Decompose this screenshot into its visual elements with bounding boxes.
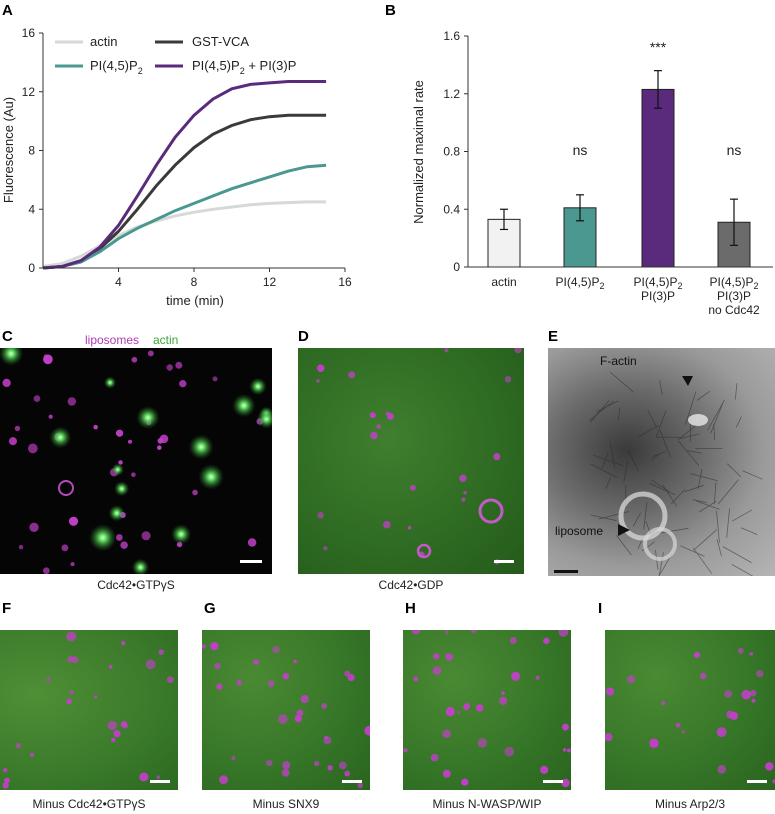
legend-actin-label: actin: [90, 34, 117, 49]
panel-label-h: H: [405, 600, 416, 617]
scale-bar-g: [342, 780, 362, 783]
caption-c: Cdc42•GTPγS: [97, 578, 175, 592]
b-ytick-label: 0.8: [443, 145, 460, 159]
b-cat-pi45: PI(4,5)P2: [555, 275, 604, 291]
a-ytick-label: 0: [28, 261, 35, 275]
caption-h: Minus N-WASP/WIP: [432, 797, 542, 811]
panel-label-e: E: [548, 328, 559, 345]
b-sig-nocdc42: ns: [727, 142, 742, 158]
c-legend-actin: actin: [153, 333, 179, 347]
a-ylabel: Fluorescence (Au): [1, 97, 16, 203]
legend-pi45-label: PI(4,5)P2: [90, 58, 143, 76]
line-gstvca: [42, 113, 327, 270]
a-xtick-label: 4: [115, 275, 122, 289]
b-ytick-label: 1.6: [443, 29, 460, 43]
factin-arrow-icon: [682, 376, 693, 386]
caption-d: Cdc42•GDP: [378, 578, 444, 592]
line-pi45pi3: [42, 80, 327, 270]
micrograph-d: [298, 348, 524, 574]
chart-a: 0 4 8 12 16 4 8 12 16 time (min) Fluorescence (…: [1, 26, 352, 308]
b-cat-pi45pi3-line1: PI(4,5)P2: [633, 275, 682, 291]
legend-pi45pi3-label: PI(4,5)P2 + PI(3)P: [192, 58, 296, 76]
b-ytick-label: 1.2: [443, 87, 460, 101]
a-ytick-label: 16: [22, 26, 36, 40]
a-ytick-label: 8: [28, 144, 35, 158]
a-xtick-label: 12: [263, 275, 277, 289]
a-xtick-label: 8: [191, 275, 198, 289]
e-label-liposome: liposome: [555, 524, 604, 538]
scale-bar-h: [543, 780, 563, 783]
panel-label-f: F: [2, 600, 12, 617]
micrograph-i-content: [605, 647, 775, 784]
bar: [641, 88, 675, 268]
b-ytick-label: 0.4: [443, 202, 460, 216]
scale-bar-c: [240, 560, 262, 563]
panel-label-g: G: [204, 600, 216, 617]
e-label-factin: F-actin: [600, 354, 637, 368]
micrograph-h-content: [403, 630, 571, 788]
caption-i: Minus Arp2/3: [654, 797, 726, 811]
micrograph-c-content: [0, 348, 272, 574]
a-xtick-label: 16: [338, 275, 352, 289]
micrograph-g: [202, 630, 370, 790]
b-ytick-label: 0: [453, 260, 460, 274]
em-image-e: [548, 348, 775, 576]
caption-f: Minus Cdc42•GTPγS: [32, 797, 146, 811]
b-cat-nocdc42-line1: PI(4,5)P2: [709, 275, 758, 291]
b-sig-pi45: ns: [573, 142, 588, 158]
panel-label-b: B: [385, 2, 396, 19]
panel-label-c: C: [2, 328, 13, 345]
scale-bar-d: [494, 560, 514, 563]
a-xlabel: time (min): [166, 293, 224, 308]
scale-bar-f: [150, 780, 170, 783]
scale-bar-i: [747, 780, 767, 783]
micrograph-g-content: [202, 642, 370, 789]
b-cat-nocdc42-line3: no Cdc42: [708, 303, 760, 317]
b-cat-actin: actin: [491, 275, 516, 289]
b-sig-pi45pi3: ***: [650, 39, 667, 55]
line-actin: [42, 200, 327, 268]
micrograph-f: [0, 630, 178, 790]
b-ylabel: Normalized maximal rate: [411, 80, 426, 224]
line-pi45: [42, 163, 327, 270]
liposome-arrow-icon: [618, 524, 630, 536]
scale-bar-e: [554, 570, 578, 573]
b-cat-pi45pi3-line2: PI(3)P: [641, 289, 675, 303]
micrograph-d-content: [316, 348, 522, 565]
panel-label-i: I: [598, 600, 603, 617]
a-ytick-label: 12: [22, 85, 36, 99]
b-cat-nocdc42-line2: PI(3)P: [717, 289, 751, 303]
micrograph-i: [605, 630, 775, 790]
micrograph-f-content: [2, 631, 174, 789]
panel-label-d: D: [298, 328, 309, 345]
caption-g: Minus SNX9: [252, 797, 320, 811]
micrograph-c: [0, 348, 272, 574]
micrograph-h: [403, 630, 571, 790]
legend-gstvca-label: GST-VCA: [192, 34, 249, 49]
panel-label-a: A: [2, 2, 13, 19]
chart-b: 0 0.4 0.8 1.2 1.6 Normalized maximal rate ac…: [411, 29, 773, 317]
c-legend-liposomes: liposomes: [85, 333, 140, 347]
em-image-e-content: [589, 371, 763, 576]
a-ytick-label: 4: [28, 202, 35, 216]
